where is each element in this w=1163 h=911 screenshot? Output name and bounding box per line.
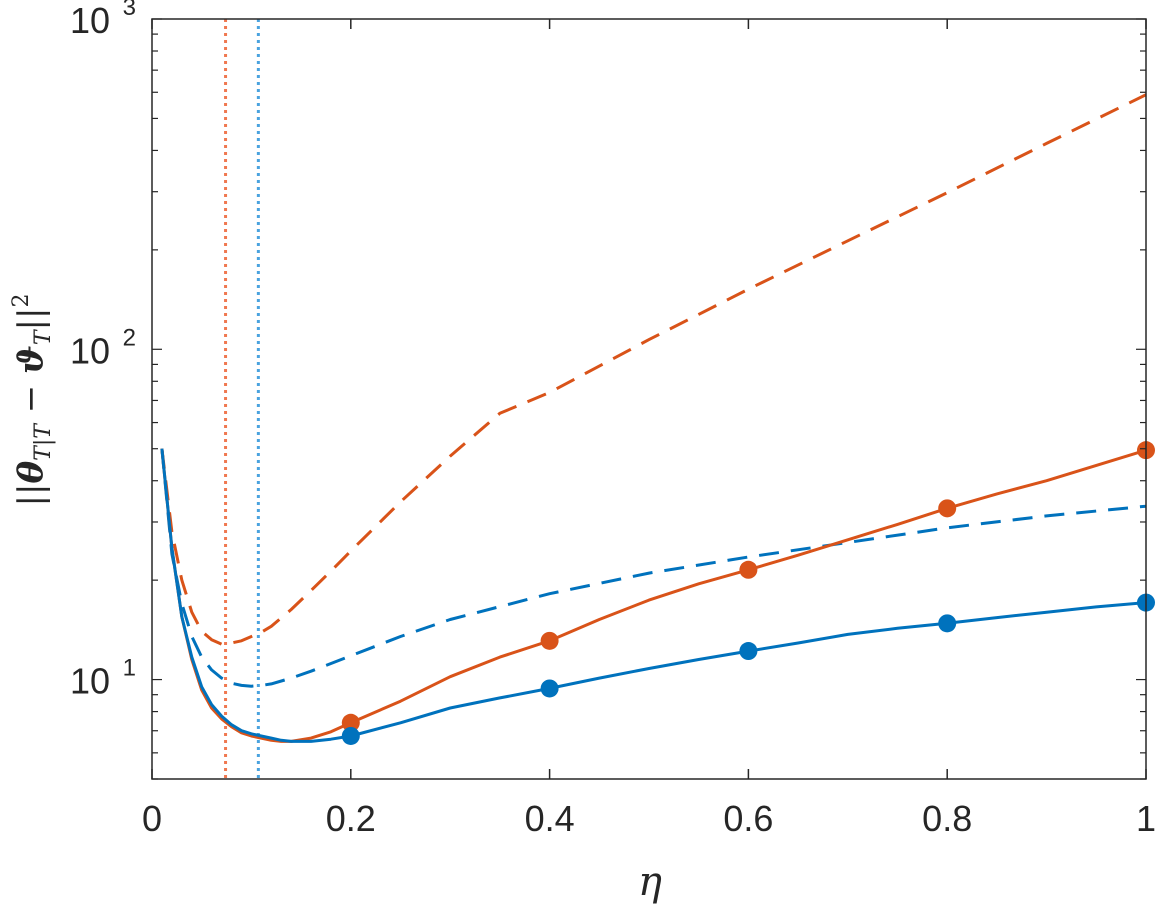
marker-0-3: [938, 499, 957, 518]
marker-1-2: [739, 642, 758, 661]
y-label-bar-left: ||: [11, 484, 51, 507]
series-markers: [341, 441, 1155, 745]
marker-1-1: [540, 679, 559, 698]
y-axis-label: ||θT|T − ϑT||2: [9, 294, 56, 507]
y-label-theta: θ: [11, 461, 51, 484]
x-axis-label: η: [638, 859, 662, 905]
y-tick-exponent-0: 1: [123, 655, 136, 682]
y-tick-label-0: 10: [70, 661, 110, 702]
vertical-reference-lines: [224, 19, 260, 779]
series-line-0: [160, 93, 1147, 646]
axes: [151, 18, 1147, 780]
x-tick-label-4: 0.8: [922, 798, 972, 839]
x-tick-label-2: 0.4: [525, 798, 575, 839]
plot-area: [152, 19, 1146, 779]
axes-box: [151, 18, 1147, 780]
x-tick-label-3: 0.6: [723, 798, 773, 839]
marker-0-1: [540, 631, 559, 650]
marker-0-0: [341, 713, 360, 732]
y-tick-label-1: 10: [70, 330, 110, 371]
x-tick-labels: 0 0.2 0.4 0.6 0.8 1: [142, 798, 1156, 839]
marker-0-2: [739, 560, 758, 579]
y-tick-exponent-1: 2: [123, 324, 136, 351]
series-line-1: [160, 448, 1147, 688]
y-label-bar-right: ||: [11, 308, 51, 331]
y-label-vartheta-sub: T: [31, 328, 56, 345]
plot-background: [152, 19, 1146, 779]
marker-1-0: [341, 726, 360, 745]
y-tick-exponent-2: 3: [123, 0, 136, 21]
x-tick-label-0: 0: [142, 798, 162, 839]
y-label-vartheta: ϑ: [11, 345, 51, 374]
y-label-power: 2: [9, 294, 34, 308]
marker-1-3: [938, 614, 957, 633]
x-tick-label-5: 1: [1136, 798, 1156, 839]
y-tick-labels: 10 1 10 2 10 3: [70, 0, 136, 702]
y-tick-label-2: 10: [70, 0, 110, 41]
y-label-theta-sub: T|T: [31, 422, 56, 461]
x-tick-label-1: 0.2: [326, 798, 376, 839]
y-label-minus: −: [11, 374, 51, 424]
